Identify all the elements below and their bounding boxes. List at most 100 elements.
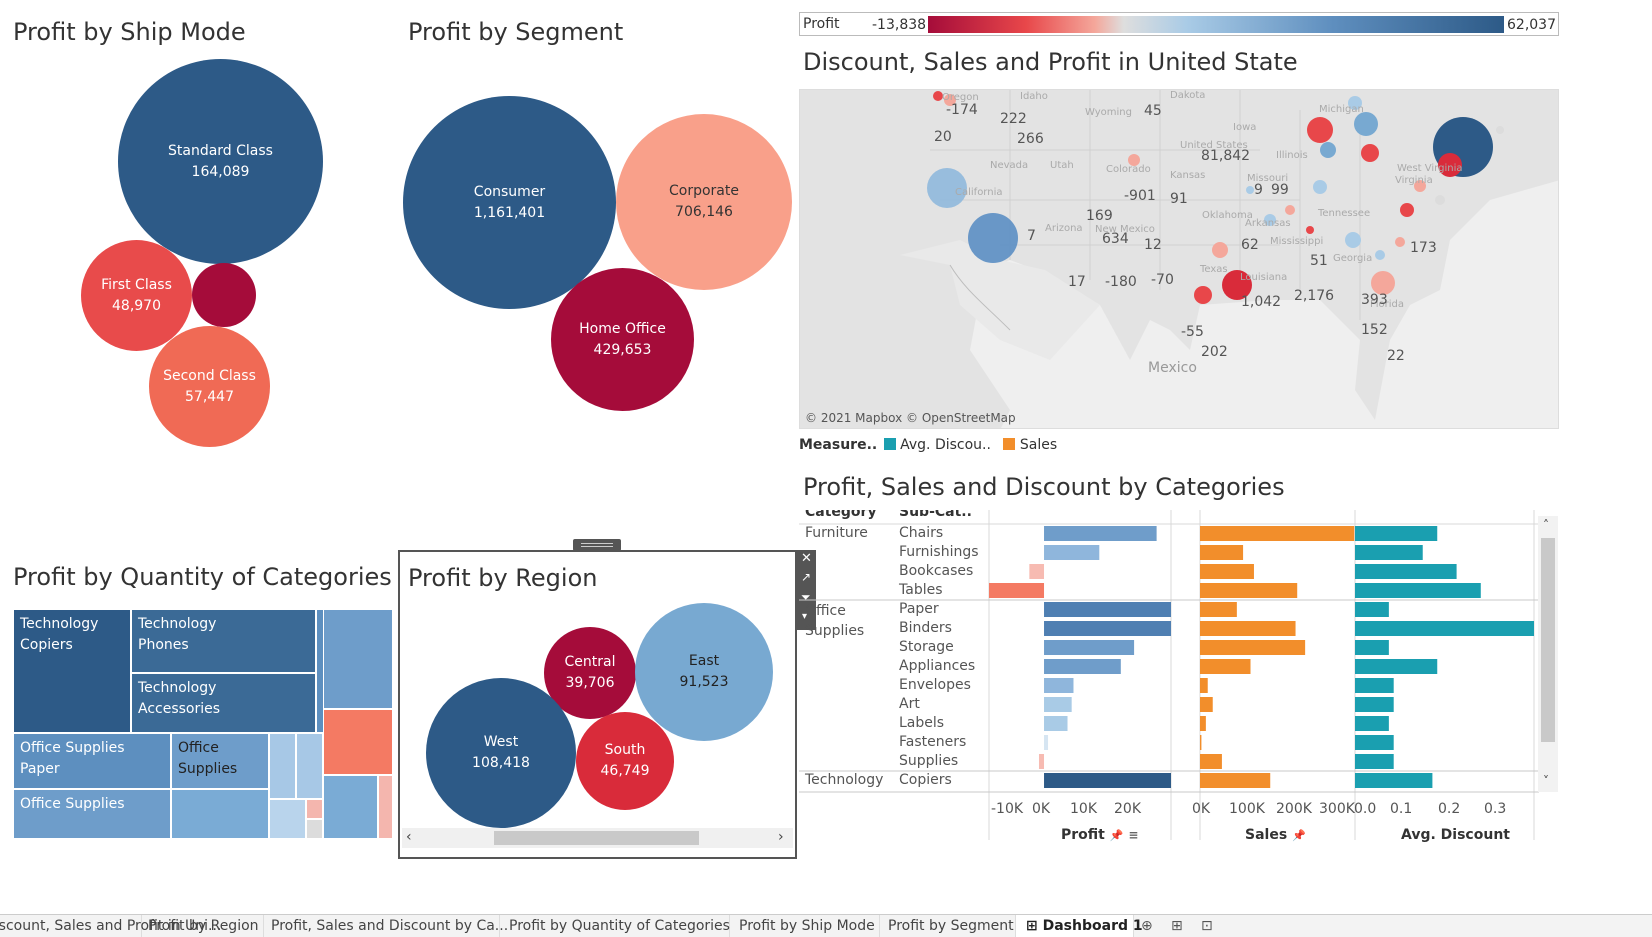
subcategory-label[interactable]: Fasteners	[899, 734, 967, 750]
close-icon[interactable]: ✕	[801, 551, 812, 566]
bar-discount	[1355, 640, 1389, 655]
subcategory-label[interactable]: Chairs	[899, 525, 944, 541]
treemap-office-small-4[interactable]	[306, 799, 323, 819]
treemap-office-small-2[interactable]	[296, 733, 323, 799]
axis-tick-discount: 0.0	[1354, 801, 1377, 817]
tab-dashboard-1[interactable]: ⊞ Dashboard 1	[1016, 915, 1143, 937]
treemap-furniture-tables[interactable]	[323, 709, 393, 775]
treemap-office-supplies-binders[interactable]: Office Supplies	[171, 733, 269, 789]
more-options-icon[interactable]: ▾	[802, 611, 808, 622]
tab-profit-by-segment[interactable]: Profit by Segment	[880, 915, 1016, 937]
treemap-office-storage[interactable]	[171, 789, 269, 839]
legend-max: 62,037	[1507, 17, 1556, 33]
new-dashboard-icon[interactable]: ⊞	[1171, 918, 1183, 934]
subcategory-label[interactable]: Storage	[899, 639, 954, 655]
axis-title-discount[interactable]: Avg. Discount	[1401, 827, 1510, 843]
bubble-home-office[interactable]: Home Office 429,653	[551, 268, 694, 411]
bar-sales	[1200, 659, 1251, 674]
bubble-same-day[interactable]	[192, 263, 256, 327]
scroll-down-icon[interactable]: ˅	[1543, 774, 1549, 788]
pin-icon[interactable]: 📌	[1292, 829, 1306, 842]
categories-scrollbar[interactable]: ˄ ˅	[1538, 516, 1558, 792]
scroll-left-icon[interactable]: ‹	[406, 829, 412, 845]
subcategory-label[interactable]: Art	[899, 696, 920, 712]
tab-profit-by-ship-mode[interactable]: Profit by Ship Mode	[730, 915, 880, 937]
measure-legend[interactable]: Measure.. Avg. Discou.. Sales	[799, 437, 1057, 457]
tab-profit-by-quantity[interactable]: Profit by Quantity of Categories	[500, 915, 730, 937]
bubble-standard-class[interactable]: Standard Class 164,089	[118, 59, 323, 264]
pin-icon[interactable]: 📌	[1109, 829, 1124, 842]
subcategory-label[interactable]: Paper	[899, 601, 939, 617]
bubble-west[interactable]: West 108,418	[426, 678, 576, 828]
scroll-up-icon[interactable]: ˄	[1543, 518, 1549, 532]
subcategory-label[interactable]: Labels	[899, 715, 945, 731]
map-value: 393	[1361, 292, 1388, 308]
state-label: United States	[1180, 140, 1248, 151]
subcategory-label[interactable]: Copiers	[899, 772, 952, 788]
region-scrollbar[interactable]: ‹ ›	[402, 828, 793, 848]
map-value: 9	[1254, 182, 1263, 198]
bar-profit	[1029, 564, 1045, 579]
treemap-office-small-1[interactable]	[269, 733, 296, 799]
treemap-office-small-3[interactable]	[269, 799, 306, 839]
bubble-first-class[interactable]: First Class 48,970	[81, 240, 192, 351]
treemap-office-small-5[interactable]	[306, 819, 323, 839]
bubble-south[interactable]: South 46,749	[576, 712, 674, 810]
category-label[interactable]: Office Supplies	[805, 603, 865, 639]
region-zone[interactable]: Profit by Region Central 39,706 East 91,…	[398, 550, 797, 859]
treemap-office-supplies-other[interactable]: Office Supplies	[13, 789, 171, 839]
region-drag-handle[interactable]	[573, 539, 621, 551]
axis-tick-discount: 0.1	[1390, 801, 1413, 817]
bubble-consumer[interactable]: Consumer 1,161,401	[403, 96, 616, 309]
bubble-east[interactable]: East 91,523	[635, 603, 773, 741]
state-label: Illinois	[1276, 150, 1308, 161]
treemap-technology-copiers[interactable]: Technology Copiers	[13, 609, 131, 733]
map-attribution[interactable]: © 2021 Mapbox © OpenStreetMap	[805, 411, 1016, 425]
state-label: Florida	[1370, 299, 1404, 310]
scroll-thumb[interactable]	[494, 831, 699, 845]
subcategory-label[interactable]: Bookcases	[899, 563, 974, 579]
state-label: New Mexico	[1095, 224, 1155, 235]
bubble-second-class[interactable]: Second Class 57,447	[149, 326, 270, 447]
subcategory-label[interactable]: Appliances	[899, 658, 976, 674]
subcategory-label[interactable]: Binders	[899, 620, 952, 636]
sort-icon[interactable]: ≡	[1128, 828, 1139, 842]
map-value: 202	[1201, 344, 1228, 360]
subcategory-label[interactable]: Envelopes	[899, 677, 971, 693]
treemap-technology-accessories[interactable]: Technology Accessories	[131, 673, 316, 733]
map-value: 20	[934, 129, 952, 145]
subcategory-label[interactable]: Tables	[899, 582, 943, 598]
category-label[interactable]: Technology	[805, 772, 884, 788]
scroll-thumb-vertical[interactable]	[1541, 538, 1555, 742]
bubble-corporate[interactable]: Corporate 706,146	[616, 114, 792, 290]
map-value: 266	[1017, 131, 1044, 147]
tab-profit-sales-discount[interactable]: Profit, Sales and Discount by Ca...	[264, 915, 508, 937]
axis-title-sales[interactable]: Sales 📌	[1245, 827, 1306, 843]
axis-title-profit[interactable]: Profit 📌 ≡	[1061, 827, 1139, 843]
treemap-furniture-bookcases[interactable]	[378, 775, 393, 839]
axis-tick-discount: 0.3	[1484, 801, 1507, 817]
tab-discount-sales-profit[interactable]: Discount, Sales and Profit in Uni...	[0, 915, 221, 937]
category-label[interactable]: Furniture	[805, 525, 868, 541]
treemap-furniture-chairs[interactable]	[323, 609, 393, 709]
subcategory-label[interactable]: Furnishings	[899, 544, 979, 560]
treemap-furniture-furnishings[interactable]	[323, 775, 378, 839]
treemap-technology-phones[interactable]: Technology Phones	[131, 609, 316, 673]
subcategory-label[interactable]: Supplies	[899, 753, 959, 769]
profit-legend[interactable]: Profit -13,838 62,037	[799, 12, 1559, 36]
axis-tick-profit: 0K	[1032, 801, 1051, 817]
bar-profit	[1044, 773, 1171, 788]
tab-profit-by-region[interactable]: Profit by Region	[142, 915, 264, 937]
scroll-right-icon[interactable]: ›	[778, 829, 784, 845]
bar-sales	[1200, 564, 1254, 579]
filter-icon[interactable]: ⏷	[801, 590, 811, 604]
bar-sales	[1200, 678, 1208, 693]
go-to-sheet-icon[interactable]: ↗	[801, 570, 812, 584]
treemap-office-supplies-paper[interactable]: Office Supplies Paper	[13, 733, 171, 789]
new-story-icon[interactable]: ⊡	[1201, 918, 1213, 934]
new-worksheet-icon[interactable]: ⊕	[1141, 918, 1153, 934]
dashboard-icon: ⊞	[1026, 918, 1038, 934]
quantity-title: Profit by Quantity of Categories	[13, 563, 392, 591]
us-map[interactable]: Idaho Wyoming Dakota Nevada Utah Colorad…	[799, 89, 1559, 429]
bubble-central[interactable]: Central 39,706	[544, 627, 636, 719]
